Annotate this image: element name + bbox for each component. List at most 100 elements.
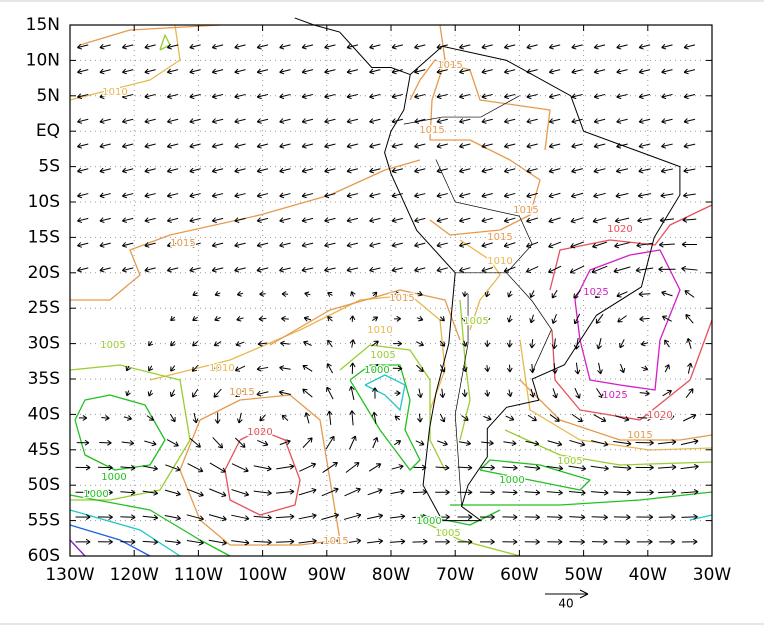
wind-arrow — [503, 192, 516, 199]
wind-arrow — [189, 167, 201, 174]
wind-arrow — [525, 266, 539, 274]
wind-arrow — [166, 68, 179, 75]
wind-arrow — [548, 167, 561, 174]
wind-arrow — [321, 487, 339, 497]
wind-arrow — [571, 143, 583, 149]
wind-arrow — [276, 513, 295, 520]
wind-arrow — [301, 167, 314, 174]
wind-arrow — [142, 514, 159, 521]
wind-arrow — [658, 489, 677, 495]
wind-arrow — [591, 440, 609, 447]
contour — [689, 514, 713, 521]
wind-arrow — [436, 68, 448, 75]
wind-arrow — [635, 267, 654, 273]
wind-arrow — [256, 266, 269, 273]
wind-arrow — [439, 364, 446, 373]
contour-label: 1010 — [367, 325, 392, 336]
wind-arrow — [99, 167, 111, 174]
wind-arrow — [551, 338, 558, 350]
wind-arrow — [593, 118, 606, 124]
wind-arrow — [526, 142, 538, 149]
wind-arrow — [144, 217, 156, 223]
wind-arrow — [414, 118, 426, 124]
wind-arrow — [574, 387, 581, 399]
wind-arrow — [507, 290, 513, 298]
wind-arrow — [327, 339, 333, 348]
wind-arrow — [346, 217, 359, 223]
wind-arrow — [481, 192, 493, 199]
wind-arrow — [479, 514, 495, 521]
wind-arrow — [236, 291, 244, 297]
wind-arrow — [503, 266, 516, 273]
wind-arrow — [661, 315, 672, 322]
wind-arrow — [343, 512, 362, 520]
wind-arrow — [658, 514, 676, 520]
wind-arrow — [484, 315, 491, 323]
wind-arrow — [349, 362, 356, 374]
wind-arrow — [616, 43, 628, 50]
wind-arrow — [77, 118, 89, 124]
wind-arrow — [125, 390, 131, 397]
wind-arrow — [614, 242, 630, 249]
wind-arrow — [526, 93, 538, 100]
wind-arrow — [77, 43, 89, 50]
wind-arrow — [390, 488, 405, 495]
wind-arrow — [144, 167, 156, 174]
wind-arrow — [234, 118, 246, 124]
contour-label: 1000 — [499, 475, 524, 486]
wind-arrow — [681, 241, 697, 248]
wind-arrow — [638, 142, 651, 149]
wind-arrow — [417, 290, 423, 297]
wind-arrow — [526, 68, 538, 75]
wind-arrow — [369, 192, 381, 199]
wind-arrow — [120, 489, 136, 496]
wind-arrow — [324, 118, 336, 124]
wind-arrow — [279, 365, 291, 371]
wind-arrow — [256, 93, 269, 100]
wind-arrow — [414, 242, 426, 248]
wind-arrow — [435, 489, 450, 496]
wind-arrow — [547, 265, 562, 274]
wind-arrow — [391, 464, 404, 470]
wind-arrow — [166, 266, 179, 273]
wind-arrow — [435, 514, 450, 520]
wind-arrow — [279, 43, 291, 50]
wind-arrow — [659, 217, 675, 223]
wind-arrow — [571, 68, 583, 75]
wind-arrow — [165, 464, 181, 472]
wind-arrow — [253, 490, 272, 496]
wind-arrow — [502, 538, 518, 545]
wind-arrow — [484, 291, 491, 298]
wind-arrow — [346, 242, 359, 248]
wind-arrow — [144, 68, 156, 75]
wind-arrow — [76, 439, 90, 446]
wind-arrow — [372, 291, 378, 297]
wind-arrow — [253, 465, 272, 472]
wind-arrow — [616, 118, 628, 124]
wind-arrow — [569, 439, 586, 447]
wind-arrow — [234, 242, 246, 248]
wind-arrow — [459, 192, 471, 199]
wind-arrow — [367, 538, 384, 545]
wind-arrow — [280, 340, 290, 347]
wind-arrow — [279, 266, 291, 273]
wind-arrow — [99, 142, 111, 149]
wind-arrow — [302, 364, 313, 372]
wind-arrow — [436, 242, 448, 248]
wind-arrow — [662, 389, 672, 397]
wind-arrow — [120, 539, 136, 545]
wind-arrow — [304, 412, 310, 424]
wind-arrow — [481, 118, 493, 124]
wind-arrow — [596, 388, 604, 399]
wind-arrow — [301, 266, 314, 273]
wind-arrow — [481, 217, 493, 224]
wind-arrow — [99, 266, 111, 273]
contour — [419, 519, 521, 557]
wind-arrow — [256, 192, 269, 199]
wind-arrow — [457, 538, 473, 545]
wind-arrow — [99, 192, 111, 199]
contour — [574, 249, 681, 391]
wind-arrow — [412, 513, 428, 520]
wind-arrow — [125, 365, 131, 372]
lat-label: EQ — [36, 121, 60, 141]
